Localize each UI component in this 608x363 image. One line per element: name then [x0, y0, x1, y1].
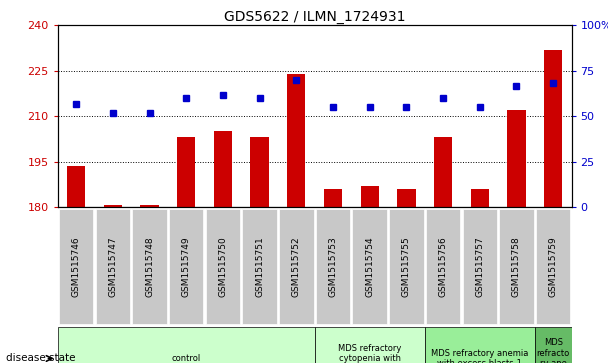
Text: MDS refractory anemia
with excess blasts-1: MDS refractory anemia with excess blasts… — [431, 349, 528, 363]
Text: GSM1515751: GSM1515751 — [255, 236, 264, 297]
Text: GSM1515755: GSM1515755 — [402, 236, 411, 297]
FancyBboxPatch shape — [389, 209, 424, 324]
Text: MDS refractory
cytopenia with
multilineage dysplasia: MDS refractory cytopenia with multilinea… — [322, 343, 417, 363]
FancyBboxPatch shape — [536, 209, 570, 324]
FancyBboxPatch shape — [425, 327, 535, 363]
FancyBboxPatch shape — [316, 209, 350, 324]
Text: GSM1515759: GSM1515759 — [548, 236, 558, 297]
Bar — [361, 186, 379, 207]
Bar — [397, 189, 415, 207]
Text: GSM1515748: GSM1515748 — [145, 236, 154, 297]
Bar — [507, 110, 526, 207]
FancyBboxPatch shape — [315, 327, 425, 363]
FancyBboxPatch shape — [426, 209, 460, 324]
Bar — [250, 137, 269, 207]
FancyBboxPatch shape — [463, 209, 497, 324]
Bar — [287, 74, 305, 207]
FancyBboxPatch shape — [279, 209, 314, 324]
Bar — [67, 166, 85, 207]
Text: GSM1515749: GSM1515749 — [182, 236, 191, 297]
Text: GSM1515752: GSM1515752 — [292, 236, 301, 297]
Bar — [214, 131, 232, 207]
FancyBboxPatch shape — [353, 209, 387, 324]
Bar — [544, 50, 562, 207]
FancyBboxPatch shape — [59, 209, 94, 324]
Text: GSM1515753: GSM1515753 — [328, 236, 337, 297]
Bar — [177, 137, 195, 207]
Text: GSM1515750: GSM1515750 — [218, 236, 227, 297]
Text: GSM1515747: GSM1515747 — [108, 236, 117, 297]
Bar — [471, 189, 489, 207]
Text: disease state: disease state — [6, 354, 75, 363]
FancyBboxPatch shape — [243, 209, 277, 324]
FancyBboxPatch shape — [95, 209, 130, 324]
Title: GDS5622 / ILMN_1724931: GDS5622 / ILMN_1724931 — [224, 11, 406, 24]
FancyBboxPatch shape — [499, 209, 534, 324]
Text: GSM1515758: GSM1515758 — [512, 236, 521, 297]
FancyBboxPatch shape — [535, 327, 572, 363]
Text: GSM1515754: GSM1515754 — [365, 236, 374, 297]
Bar — [103, 205, 122, 207]
FancyBboxPatch shape — [58, 327, 315, 363]
Bar — [324, 189, 342, 207]
Text: GSM1515757: GSM1515757 — [475, 236, 485, 297]
Text: control: control — [171, 354, 201, 363]
Text: MDS
refracto
ry ane
mia with: MDS refracto ry ane mia with — [535, 338, 572, 363]
Text: GSM1515746: GSM1515746 — [72, 236, 81, 297]
FancyBboxPatch shape — [169, 209, 204, 324]
FancyBboxPatch shape — [133, 209, 167, 324]
Bar — [434, 137, 452, 207]
Text: GSM1515756: GSM1515756 — [438, 236, 447, 297]
Bar — [140, 205, 159, 207]
FancyBboxPatch shape — [206, 209, 240, 324]
